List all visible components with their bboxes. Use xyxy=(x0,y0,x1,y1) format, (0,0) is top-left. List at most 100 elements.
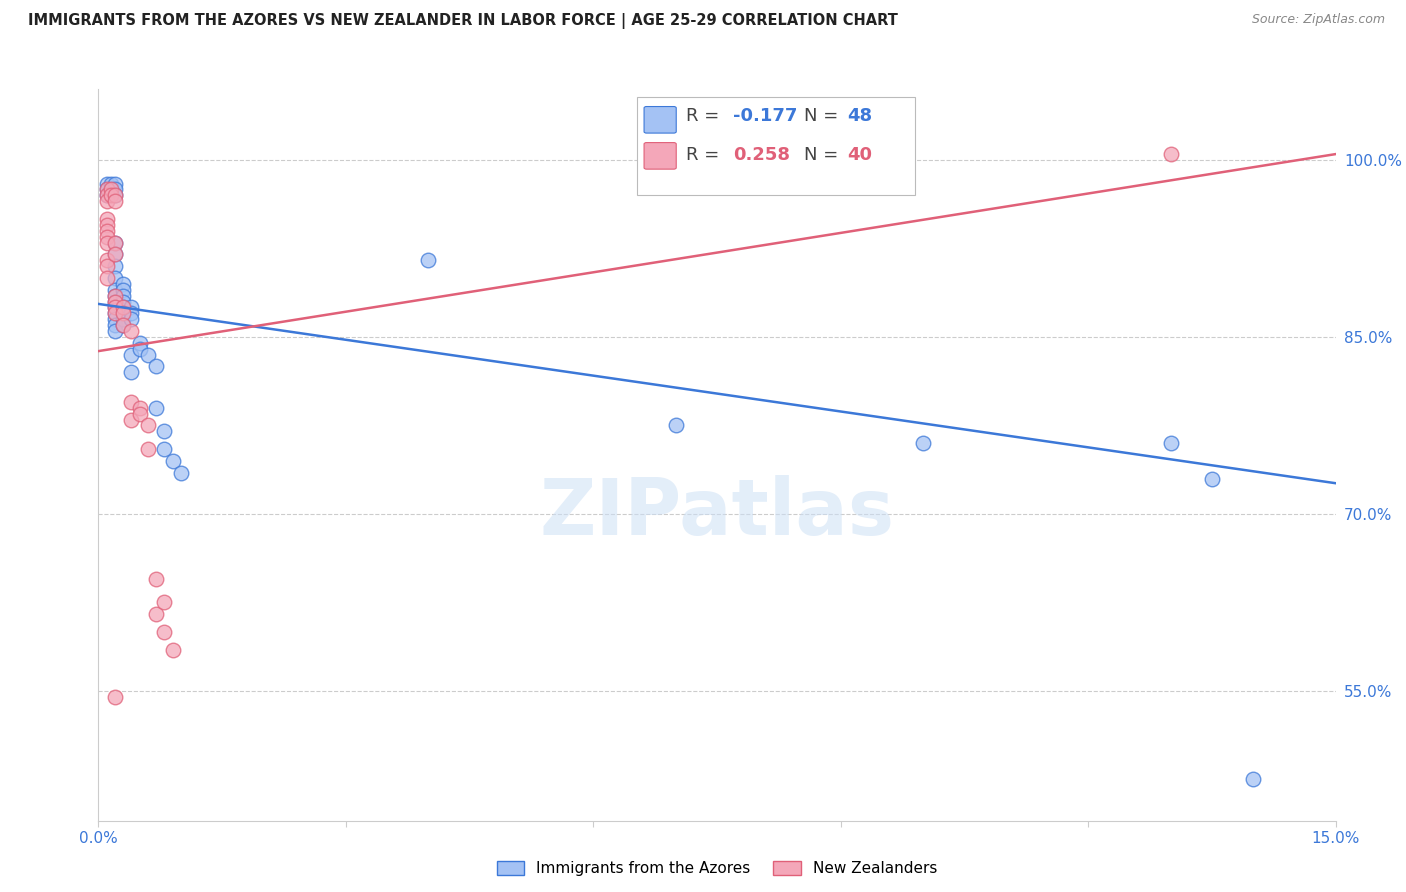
Point xyxy=(145,359,167,374)
Point xyxy=(104,259,127,273)
Point xyxy=(96,218,118,232)
Point xyxy=(912,436,935,450)
Point xyxy=(104,301,127,315)
Point xyxy=(104,318,127,333)
Point xyxy=(96,271,118,285)
Point xyxy=(112,306,135,320)
Point xyxy=(96,235,118,250)
Text: -0.177: -0.177 xyxy=(733,108,797,126)
Point xyxy=(120,365,142,379)
Point xyxy=(665,418,688,433)
Point xyxy=(112,318,135,333)
Point xyxy=(112,318,135,333)
Point xyxy=(1160,436,1182,450)
Text: R =: R = xyxy=(686,108,725,126)
Point xyxy=(96,253,118,268)
Point xyxy=(170,466,193,480)
Text: 0.258: 0.258 xyxy=(733,145,790,163)
Point xyxy=(112,301,135,315)
Point xyxy=(120,324,142,338)
Point xyxy=(162,642,184,657)
Point xyxy=(153,442,176,456)
Point xyxy=(128,335,150,350)
Text: ZIPatlas: ZIPatlas xyxy=(540,475,894,551)
Point xyxy=(104,294,127,309)
Point xyxy=(104,306,127,320)
Point xyxy=(1201,471,1223,485)
Point xyxy=(96,224,118,238)
Point xyxy=(120,394,142,409)
Point xyxy=(112,306,135,320)
Point xyxy=(128,407,150,421)
Point xyxy=(153,624,176,639)
Text: IMMIGRANTS FROM THE AZORES VS NEW ZEALANDER IN LABOR FORCE | AGE 25-29 CORRELATI: IMMIGRANTS FROM THE AZORES VS NEW ZEALAN… xyxy=(28,13,898,29)
Point xyxy=(96,211,118,226)
FancyBboxPatch shape xyxy=(637,96,915,195)
Point xyxy=(153,425,176,439)
Text: 48: 48 xyxy=(846,108,872,126)
Point xyxy=(112,301,135,315)
Point xyxy=(104,235,127,250)
Legend: Immigrants from the Azores, New Zealanders: Immigrants from the Azores, New Zealande… xyxy=(491,855,943,882)
Point xyxy=(100,182,122,196)
Point xyxy=(120,348,142,362)
Point xyxy=(1241,772,1264,787)
Point xyxy=(136,418,159,433)
FancyBboxPatch shape xyxy=(644,106,676,133)
Point xyxy=(120,412,142,426)
Point xyxy=(136,442,159,456)
Point xyxy=(104,690,127,704)
Text: 40: 40 xyxy=(846,145,872,163)
Point xyxy=(104,301,127,315)
Point xyxy=(153,595,176,609)
Point xyxy=(100,177,122,191)
Point xyxy=(120,306,142,320)
Point xyxy=(104,288,127,302)
Point xyxy=(1160,147,1182,161)
Point xyxy=(136,348,159,362)
Point xyxy=(104,312,127,326)
Point xyxy=(104,247,127,261)
Point xyxy=(145,401,167,415)
FancyBboxPatch shape xyxy=(644,143,676,169)
Point xyxy=(104,177,127,191)
Point xyxy=(112,288,135,302)
Point xyxy=(104,283,127,297)
Point xyxy=(96,194,118,209)
Point xyxy=(96,259,118,273)
Text: N =: N = xyxy=(804,108,844,126)
Point xyxy=(112,312,135,326)
Point xyxy=(120,301,142,315)
Text: Source: ZipAtlas.com: Source: ZipAtlas.com xyxy=(1251,13,1385,27)
Point xyxy=(112,277,135,291)
Point xyxy=(120,312,142,326)
Point xyxy=(145,572,167,586)
Point xyxy=(128,401,150,415)
Point xyxy=(104,271,127,285)
Point xyxy=(128,342,150,356)
Point xyxy=(104,306,127,320)
Text: N =: N = xyxy=(804,145,844,163)
Point xyxy=(104,188,127,202)
Point xyxy=(162,454,184,468)
Point xyxy=(96,177,118,191)
Point xyxy=(104,182,127,196)
Point xyxy=(104,194,127,209)
Point xyxy=(96,188,118,202)
Point xyxy=(100,182,122,196)
Point xyxy=(96,182,118,196)
Point xyxy=(104,294,127,309)
Text: R =: R = xyxy=(686,145,725,163)
Point xyxy=(100,188,122,202)
Point xyxy=(104,235,127,250)
Point xyxy=(96,182,118,196)
Point xyxy=(104,247,127,261)
Point xyxy=(112,283,135,297)
Point xyxy=(104,188,127,202)
Point xyxy=(104,288,127,302)
Point xyxy=(104,324,127,338)
Point xyxy=(112,294,135,309)
Point xyxy=(145,607,167,622)
Point xyxy=(418,253,440,268)
Point xyxy=(96,188,118,202)
